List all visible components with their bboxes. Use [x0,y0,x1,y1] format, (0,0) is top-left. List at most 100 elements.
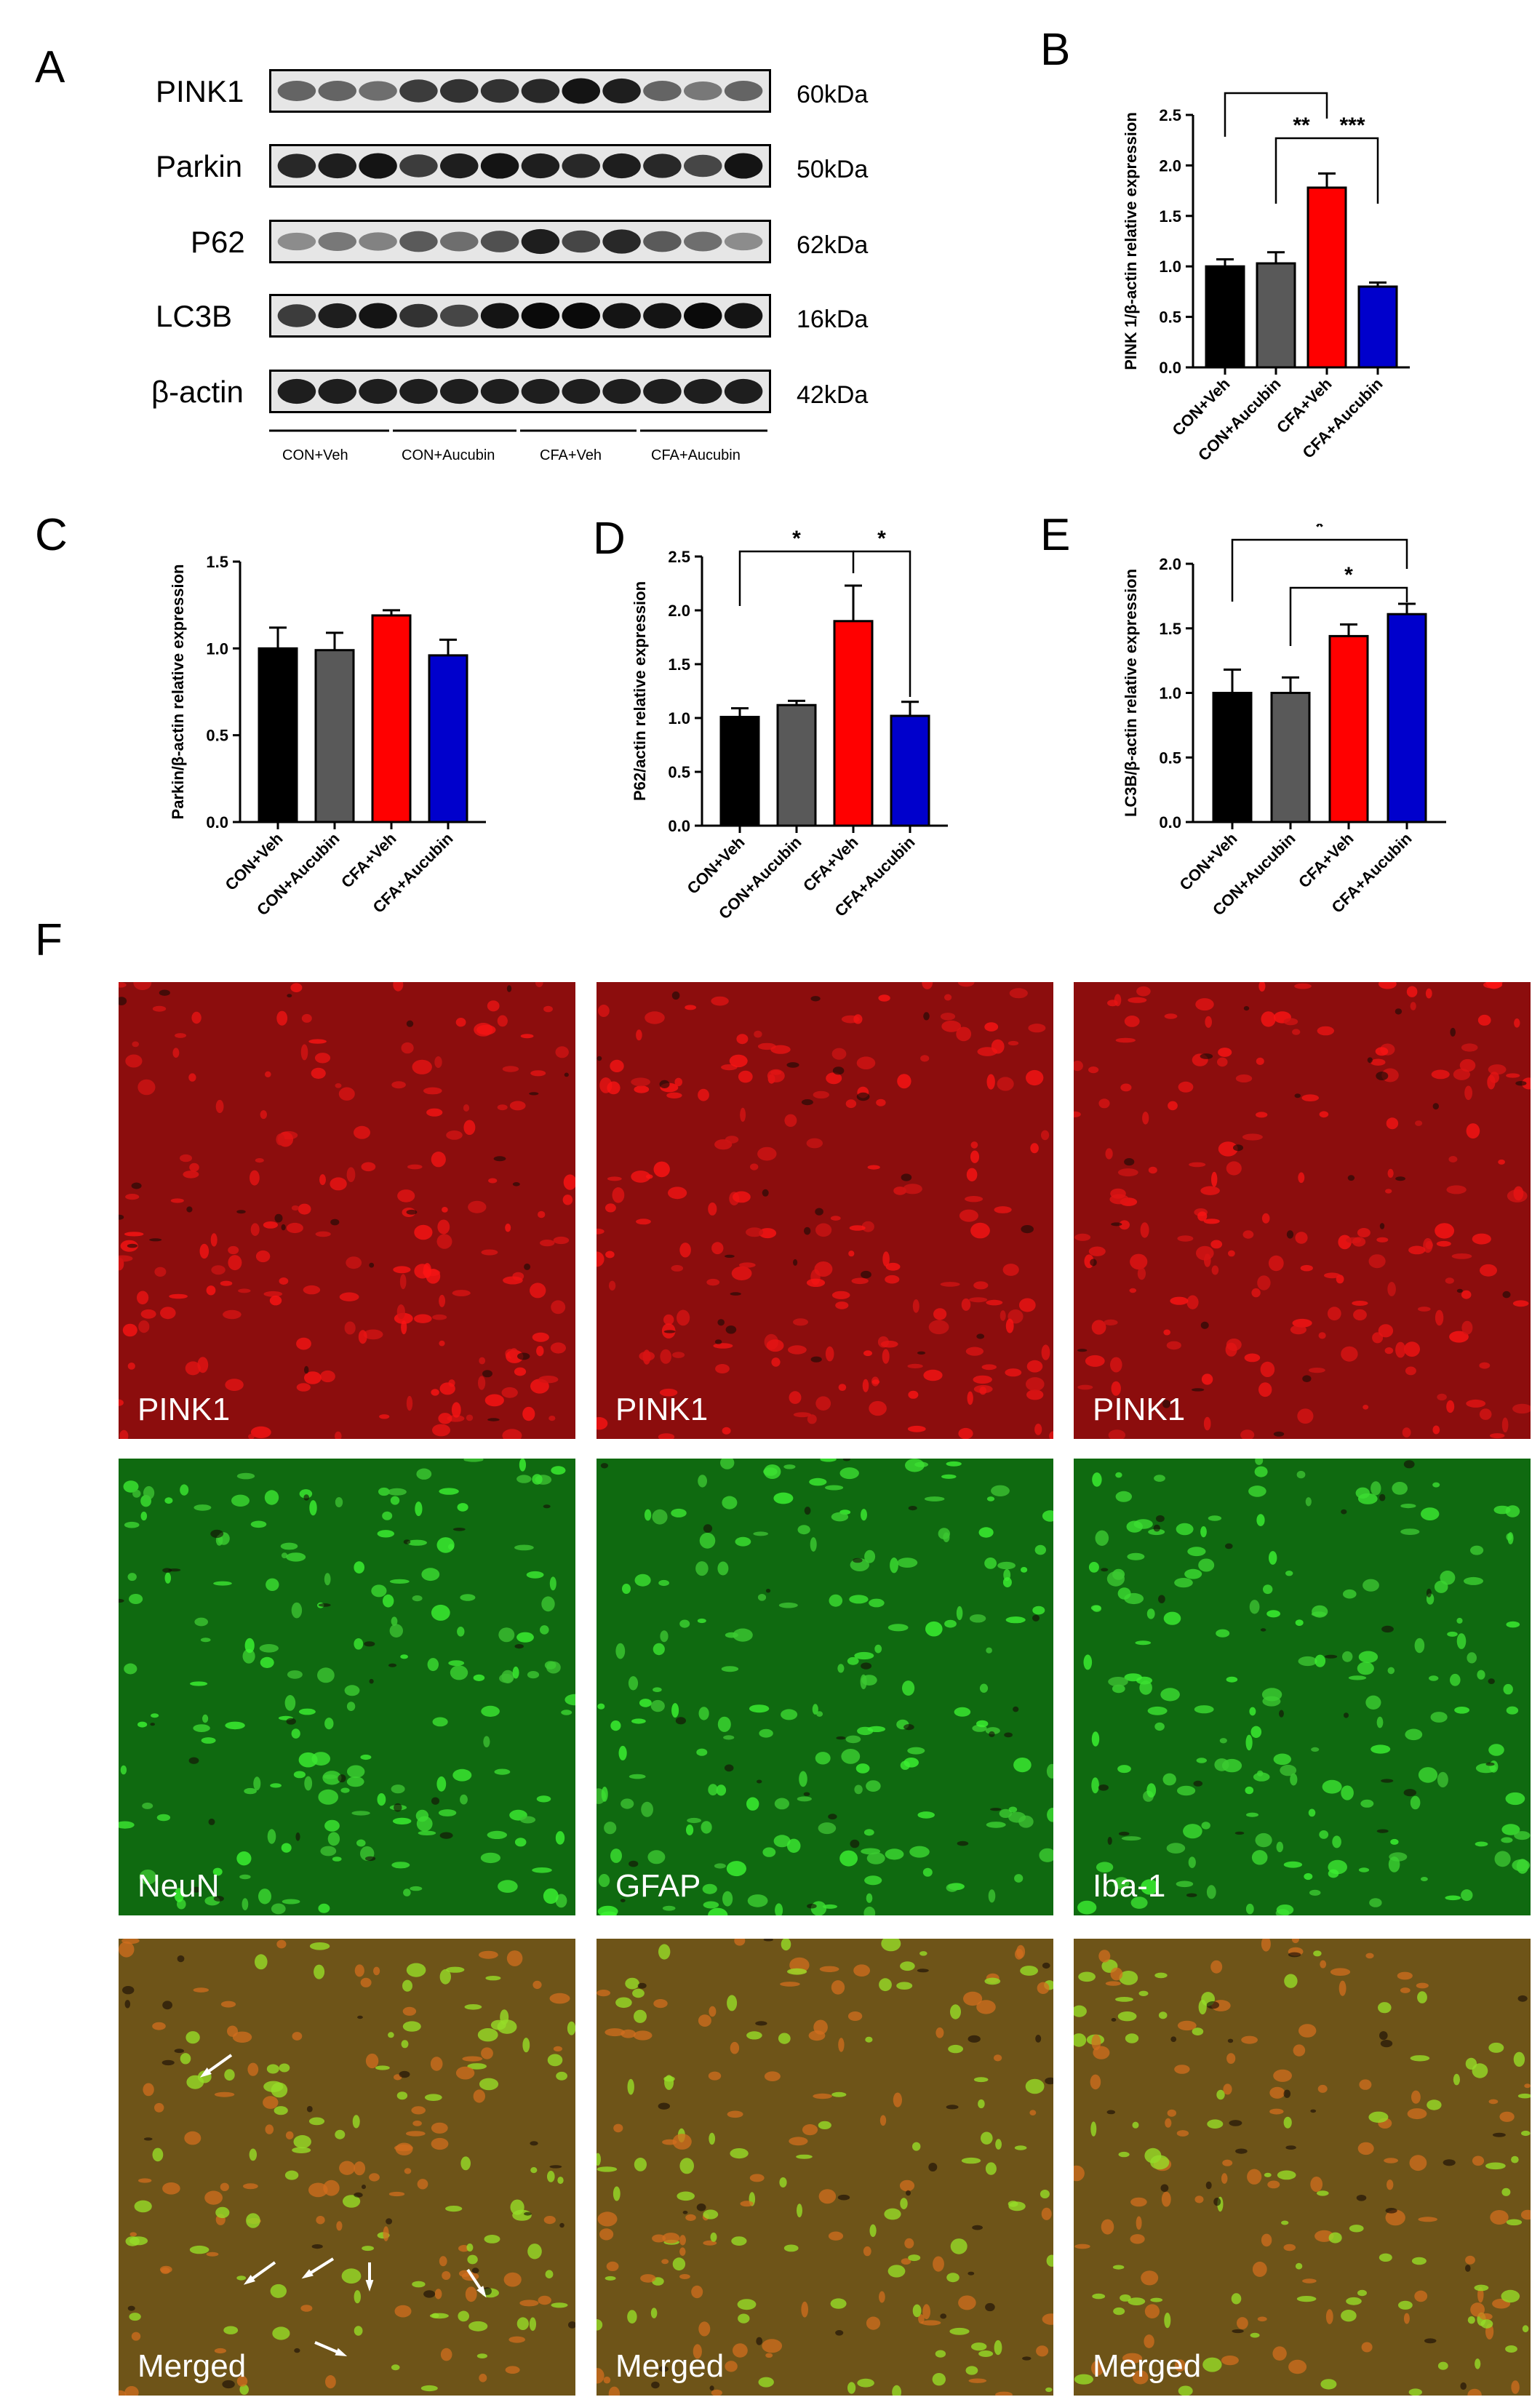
panel-letter-c: C [35,510,68,560]
panel-letter-d: D [593,514,626,564]
y-tick-label: 2.5 [1159,106,1181,124]
micrograph-label: Merged [137,2348,247,2384]
blot-protein-label: PINK1 [156,74,244,108]
significance-label: * [792,527,801,551]
bar [1212,692,1253,823]
micrograph-merged: Merged [1074,1939,1531,2396]
blot-band [602,378,641,404]
blot-group-label: CON+Aucubin [402,447,495,463]
micrograph-label: Merged [1093,2348,1202,2384]
blot-band [521,153,560,179]
blot-band [440,153,479,179]
blot-band [643,81,682,101]
colocalization-arrows [199,2054,487,2356]
blot-band [399,303,438,328]
blot-band [643,231,682,252]
micrograph-green: GFAP [597,1459,1053,1915]
y-tick-label: 0.0 [1159,813,1181,831]
micrograph-label: Merged [615,2348,725,2384]
blot-band [602,229,641,254]
blot-band [277,153,316,178]
y-tick-label: 1.5 [668,655,690,674]
blot-protein-label: P62 [191,225,245,259]
blot-band [562,303,600,329]
blot-band [562,153,600,178]
y-axis-label: PINK 1/β-actin relative expression [1122,112,1140,370]
blot-band [521,79,560,103]
y-tick-label: 2.5 [668,548,690,566]
blot-band [277,232,316,251]
blot-band [684,154,722,178]
blot-band [643,303,682,329]
blot-band [440,378,479,404]
blot-band [399,154,438,178]
micrograph-label: PINK1 [615,1392,709,1427]
significance-bracket [853,550,911,697]
blot-band [684,231,722,252]
micrograph-red: PINK1 [1074,982,1531,1439]
blot-size-label: 60kDa [797,81,869,108]
blot-protein-label: Parkin [156,149,243,183]
y-tick-label: 2.0 [1159,156,1181,175]
blot-group-label: CON+Veh [282,447,348,463]
blot-band [521,228,560,255]
blot-band [684,81,722,101]
micrograph-merged: Merged [597,1939,1053,2396]
blot-band [318,81,356,101]
blot-band [480,231,519,252]
blot-size-label: 62kDa [797,231,869,259]
blot-band [359,303,397,329]
significance-bracket [1327,137,1379,204]
chart-c-parkin: Parkin/β-actin relative expression 0.0 0.5… [169,553,486,919]
micrograph-green: NeuN [119,1459,575,1915]
blot-strip [269,370,771,413]
blot-band [318,153,356,179]
micrograph-label: PINK1 [137,1392,231,1427]
significance-bracket [1224,92,1328,137]
y-tick-label: 0.0 [1159,359,1181,377]
y-tick-label: 0.0 [668,817,690,835]
bar [1256,262,1296,369]
y-tick-label: 0.5 [1159,308,1181,327]
bar [833,620,874,827]
significance-bracket [1289,586,1408,646]
chart-b-pink1: PINK 1/β-actin relative expression 0.0 0.5… [1122,87,1410,464]
y-tick-label: 1.0 [1159,258,1181,276]
blot-protein-label: LC3B [156,299,233,333]
blot-band [359,153,397,179]
significance-bracket [738,550,855,606]
western-blot-panel: PINK1 60kDa Parkin 50kDa P62 62kDa LC3B 16kDa β-… [0,0,946,480]
bar [776,703,817,827]
significance-label: * [1315,524,1324,539]
blot-band [724,378,763,404]
bar [258,647,298,823]
chart-e-lc3b: LC3B/β-actin relative expression 0.0 0.5 1.… [1122,524,1446,919]
blot-band [399,378,438,404]
significance-label: ** [1267,87,1285,92]
y-tick-label: 0.5 [206,727,228,745]
blot-band [724,303,763,329]
micrograph-label: PINK1 [1093,1392,1186,1427]
bar [719,716,760,827]
y-tick-label: 0.5 [1159,749,1181,767]
blot-band [521,378,560,404]
blot-band [724,81,763,101]
blot-band [521,303,560,329]
blot-band [440,304,479,327]
y-tick-label: 1.5 [1159,620,1181,638]
blot-band [724,232,763,251]
blot-band [480,303,519,329]
blot-band [562,78,600,104]
blot-band [359,378,397,404]
chart-d-p62: P62/actin relative expression 0.0 0.5 1.0 1.… [631,527,948,922]
significance-label: * [1344,563,1353,587]
blot-band [684,303,722,329]
blot-band [277,304,316,327]
blot-band [440,231,479,252]
y-tick-label: 2.0 [1159,555,1181,573]
bar [1306,186,1347,369]
bar [1205,265,1245,369]
blot-band [562,230,600,253]
blot-band [602,78,641,104]
panel-letter-b: B [1040,25,1071,75]
